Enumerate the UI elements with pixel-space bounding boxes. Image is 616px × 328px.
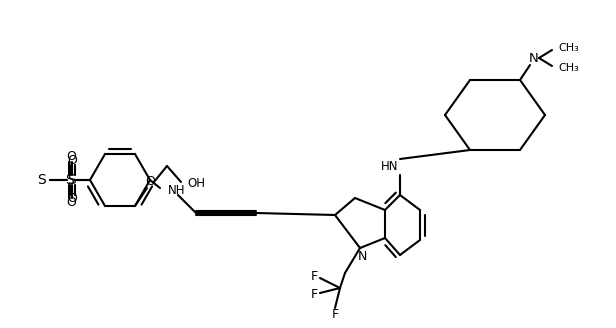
Text: O: O bbox=[145, 175, 155, 189]
Text: F: F bbox=[331, 309, 339, 321]
Text: O: O bbox=[67, 193, 77, 206]
Text: OH: OH bbox=[187, 177, 205, 191]
Text: HN: HN bbox=[381, 160, 398, 174]
Text: F: F bbox=[310, 270, 318, 282]
Text: S: S bbox=[38, 173, 46, 187]
Text: S: S bbox=[65, 173, 73, 187]
Text: S: S bbox=[68, 173, 76, 187]
Text: NH: NH bbox=[168, 184, 185, 197]
Text: O: O bbox=[67, 154, 77, 168]
Text: F: F bbox=[310, 288, 318, 300]
Text: N: N bbox=[357, 250, 367, 262]
Text: N: N bbox=[529, 51, 539, 65]
Text: O: O bbox=[66, 196, 76, 210]
Text: CH₃: CH₃ bbox=[558, 63, 579, 73]
Text: O: O bbox=[66, 151, 76, 163]
Text: CH₃: CH₃ bbox=[558, 43, 579, 53]
